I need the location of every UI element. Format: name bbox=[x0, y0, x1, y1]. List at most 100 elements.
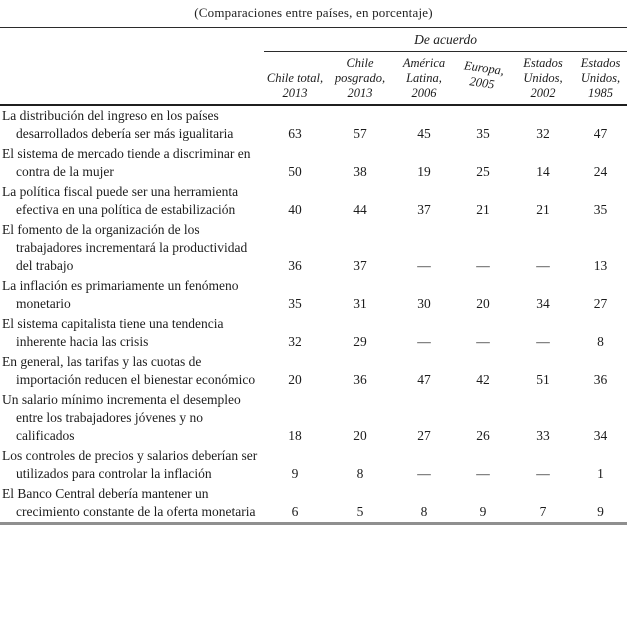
column-header-label: Estados Unidos, 2002 bbox=[523, 56, 563, 100]
column-header-label: Europa, 2005 bbox=[463, 58, 505, 92]
table-row: El Banco Central debería mantener un cre… bbox=[0, 484, 627, 524]
value-cell: 5 bbox=[356, 504, 364, 519]
table-row: El sistema de mercado tiende a discrimin… bbox=[0, 144, 627, 182]
column-header-estados-unidos-2002: Estados Unidos, 2002 bbox=[512, 51, 574, 106]
column-header-europa: Europa, 2005 bbox=[454, 51, 512, 106]
statement-cell: La política fiscal puede ser una herrami… bbox=[2, 184, 239, 217]
value-cell: 33 bbox=[536, 428, 550, 443]
value-cell: 38 bbox=[353, 164, 367, 179]
value-cell: 20 bbox=[353, 428, 367, 443]
table-subtitle: (Comparaciones entre países, en porcenta… bbox=[194, 5, 433, 20]
statement-cell: El Banco Central debería mantener un cre… bbox=[2, 486, 256, 519]
value-cell: 47 bbox=[417, 372, 431, 387]
value-cell: 8 bbox=[356, 466, 364, 481]
value-cell: 45 bbox=[417, 126, 431, 141]
value-cell: 21 bbox=[536, 202, 550, 217]
value-cell: 29 bbox=[353, 334, 367, 349]
value-cell: — bbox=[536, 258, 550, 273]
statement-cell: El sistema capitalista tiene una tendenc… bbox=[2, 316, 224, 349]
table-row: Un salario mínimo incrementa el desemple… bbox=[0, 390, 627, 446]
value-cell: 31 bbox=[353, 296, 367, 311]
table-body: La distribución del ingreso en los paíse… bbox=[0, 105, 627, 524]
value-cell: 27 bbox=[593, 296, 608, 311]
value-cell: 63 bbox=[288, 126, 302, 141]
value-cell: 47 bbox=[593, 126, 608, 141]
table-row: Los controles de precios y salarios debe… bbox=[0, 446, 627, 484]
value-cell: 42 bbox=[476, 372, 490, 387]
value-cell: 9 bbox=[479, 504, 487, 519]
statement-cell: Un salario mínimo incrementa el desemple… bbox=[2, 392, 241, 443]
group-header-row: De acuerdo bbox=[0, 27, 627, 52]
value-cell: 57 bbox=[353, 126, 367, 141]
column-header-label: Estados Unidos, 1985 bbox=[580, 56, 621, 100]
value-cell: — bbox=[417, 466, 431, 481]
value-cell: 1 bbox=[597, 466, 604, 481]
value-cell: 35 bbox=[593, 202, 608, 217]
value-cell: — bbox=[417, 334, 431, 349]
value-cell: 36 bbox=[288, 258, 302, 273]
column-header-america-latina: América Latina, 2006 bbox=[394, 51, 454, 106]
statement-cell: La inflación es primariamente un fenómen… bbox=[2, 278, 239, 311]
value-cell: — bbox=[476, 258, 490, 273]
value-cell: 36 bbox=[353, 372, 367, 387]
table-row: En general, las tarifas y las cuotas de … bbox=[0, 352, 627, 390]
column-header-label: Chile posgrado, 2013 bbox=[334, 56, 386, 100]
value-cell: 35 bbox=[476, 126, 490, 141]
value-cell: — bbox=[417, 258, 431, 273]
value-cell: 30 bbox=[417, 296, 431, 311]
value-cell: — bbox=[476, 334, 490, 349]
value-cell: 6 bbox=[291, 504, 299, 519]
value-cell: 20 bbox=[476, 296, 490, 311]
value-cell: — bbox=[536, 466, 550, 481]
value-cell: 37 bbox=[353, 258, 367, 273]
column-header-label: Chile total, 2013 bbox=[266, 71, 324, 100]
value-cell: 26 bbox=[476, 428, 490, 443]
value-cell: 21 bbox=[476, 202, 490, 217]
statement-cell: La distribución del ingreso en los paíse… bbox=[2, 108, 234, 141]
value-cell: — bbox=[476, 466, 490, 481]
value-cell: 51 bbox=[536, 372, 550, 387]
statement-cell: El fomento de la organización de los tra… bbox=[2, 222, 248, 273]
corner-cell bbox=[0, 51, 264, 106]
value-cell: 44 bbox=[353, 202, 367, 217]
value-cell: 24 bbox=[593, 164, 608, 179]
value-cell: 25 bbox=[476, 164, 490, 179]
value-cell: 34 bbox=[536, 296, 550, 311]
value-cell: 32 bbox=[536, 126, 550, 141]
corner-cell bbox=[0, 28, 264, 52]
value-cell: 20 bbox=[288, 372, 302, 387]
value-cell: 32 bbox=[288, 334, 302, 349]
value-cell: 9 bbox=[291, 466, 299, 481]
value-cell: 40 bbox=[288, 202, 302, 217]
value-cell: 50 bbox=[288, 164, 302, 179]
comparison-table: De acuerdo Chile total, 2013 Chile posgr… bbox=[0, 27, 627, 525]
table-row: La inflación es primariamente un fenómen… bbox=[0, 276, 627, 314]
table-row: El fomento de la organización de los tra… bbox=[0, 220, 627, 276]
column-header-estados-unidos-1985: Estados Unidos, 1985 bbox=[574, 51, 627, 106]
value-cell: 14 bbox=[536, 164, 550, 179]
table-row: El sistema capitalista tiene una tendenc… bbox=[0, 314, 627, 352]
value-cell: 37 bbox=[417, 202, 431, 217]
value-cell: 18 bbox=[288, 428, 302, 443]
table-row: La distribución del ingreso en los paíse… bbox=[0, 105, 627, 144]
column-header-chile-total: Chile total, 2013 bbox=[264, 51, 326, 106]
column-header-chile-posgrado: Chile posgrado, 2013 bbox=[326, 51, 394, 106]
value-cell: 27 bbox=[417, 428, 431, 443]
column-header-row: Chile total, 2013 Chile posgrado, 2013 A… bbox=[0, 51, 627, 106]
value-cell: 19 bbox=[417, 164, 431, 179]
statement-cell: Los controles de precios y salarios debe… bbox=[2, 448, 258, 481]
value-cell: — bbox=[536, 334, 550, 349]
statement-cell: El sistema de mercado tiende a discrimin… bbox=[2, 146, 251, 179]
group-header: De acuerdo bbox=[264, 27, 627, 52]
column-header-label: América Latina, 2006 bbox=[402, 56, 446, 100]
value-cell: 36 bbox=[593, 372, 608, 387]
value-cell: 8 bbox=[420, 504, 428, 519]
value-cell: 13 bbox=[593, 258, 608, 273]
table-row: La política fiscal puede ser una herrami… bbox=[0, 182, 627, 220]
statement-cell: En general, las tarifas y las cuotas de … bbox=[2, 354, 256, 387]
value-cell: 7 bbox=[539, 504, 547, 519]
value-cell: 35 bbox=[288, 296, 302, 311]
value-cell: 34 bbox=[593, 428, 608, 443]
value-cell: 8 bbox=[597, 334, 604, 349]
table-figure: (Comparaciones entre países, en porcenta… bbox=[0, 5, 627, 525]
